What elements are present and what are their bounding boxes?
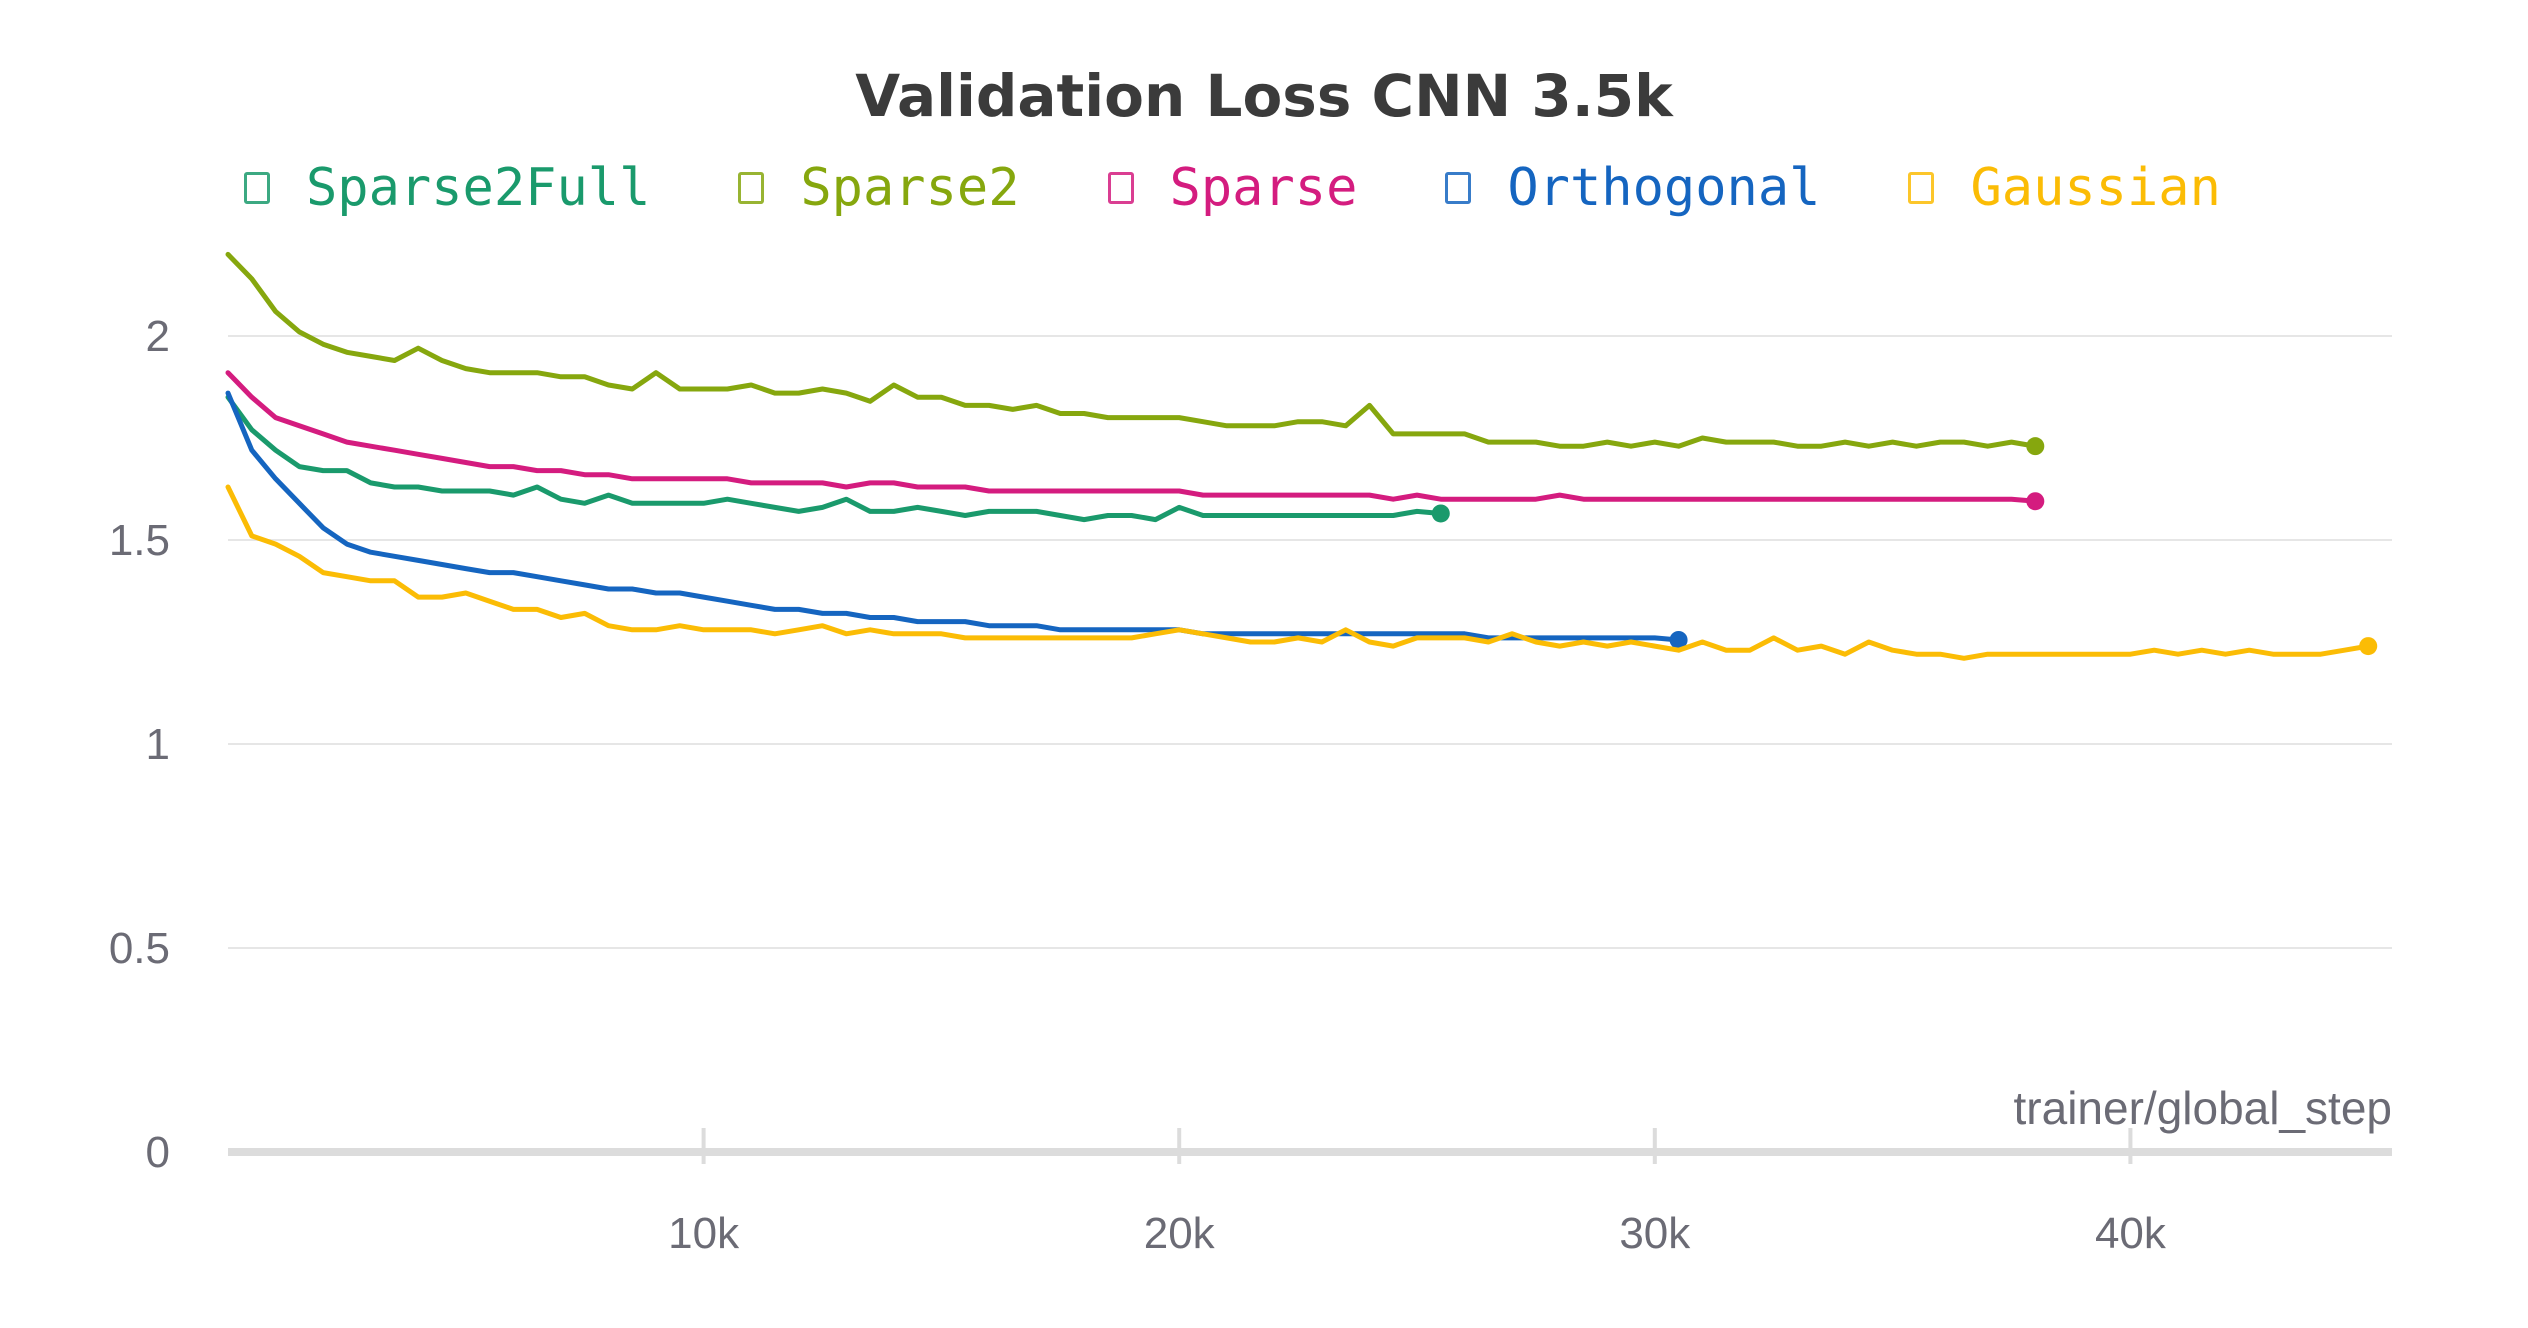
legend-item-sparse2full[interactable]: Sparse2Full [244, 158, 650, 218]
x-tick-label: 20k [1144, 1209, 1216, 1258]
series-line-sparse [225, 370, 2038, 504]
legend-swatch-icon [1908, 172, 1935, 204]
y-tick-label: 1.5 [109, 516, 170, 565]
series-line-sparse2full [225, 394, 1444, 523]
x-tick-label: 30k [1619, 1209, 1691, 1258]
series-line-orthogonal [225, 390, 1682, 643]
series-line-gaussian [225, 484, 2371, 661]
gridlines [228, 335, 2392, 949]
x-tick-label: 40k [2095, 1209, 2167, 1258]
series-endpoint-orthogonal [1669, 630, 1688, 649]
x-axis: 10k 20k 30k 40k [228, 1128, 2392, 1258]
legend-item-sparse2[interactable]: Sparse2 [738, 158, 1020, 218]
legend-swatch-icon [1445, 172, 1472, 204]
y-tick-label: 2 [146, 312, 170, 361]
legend-item-orthogonal[interactable]: Orthogonal [1445, 158, 1820, 218]
y-tick-label: 1 [146, 720, 170, 769]
legend-item-sparse[interactable]: Sparse [1107, 158, 1358, 218]
series-endpoint-sparse2full [1431, 504, 1450, 523]
x-axis-label: trainer/global_step [2014, 1082, 2392, 1134]
series-endpoint-sparse2 [2026, 437, 2045, 456]
legend-swatch-icon [738, 172, 765, 204]
series-line-sparse2 [225, 251, 2038, 449]
series-endpoint-gaussian [2359, 637, 2378, 656]
legend-label: Sparse2Full [306, 158, 651, 218]
chart-title: Validation Loss CNN 3.5k [855, 62, 1673, 130]
x-tick-label: 10k [668, 1209, 740, 1258]
legend-item-gaussian[interactable]: Gaussian [1908, 158, 2221, 218]
legend-label: Gaussian [1970, 158, 2221, 218]
legend-label: Sparse [1169, 158, 1358, 218]
y-tick-label: 0 [146, 1128, 170, 1177]
y-tick-label: 0.5 [109, 924, 170, 973]
legend-swatch-icon [244, 172, 270, 204]
legend-label: Sparse2 [800, 158, 1020, 218]
y-axis: 0 0.5 1 1.5 2 [109, 312, 170, 1177]
series-endpoint-sparse [2026, 492, 2045, 511]
legend: Sparse2Full Sparse2 Sparse Orthogonal Gaussi… [244, 158, 2309, 218]
legend-swatch-icon [1107, 172, 1134, 204]
legend-label: Orthogonal [1507, 158, 1821, 218]
series-layer [225, 251, 2378, 661]
